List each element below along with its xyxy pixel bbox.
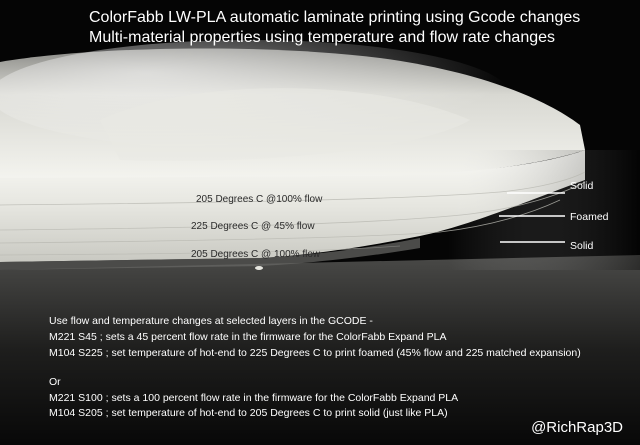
layer-label-top: 205 Degrees C @100% flow <box>196 194 323 205</box>
notes-solid-flow: M221 S100 ; sets a 100 percent flow rate… <box>49 392 459 404</box>
notes-or: Or <box>49 376 61 388</box>
bottom-edge <box>0 238 420 270</box>
layer-label-middle: 225 Degrees C @ 45% flow <box>191 221 315 232</box>
debris-speck <box>255 266 263 270</box>
layer-label-bottom: 205 Degrees C @ 100% flow <box>191 249 321 260</box>
title-line-1: ColorFabb LW-PLA automatic laminate prin… <box>89 9 581 26</box>
top-inner-ridge <box>100 88 470 161</box>
callout-solid-bottom: Solid <box>570 240 594 252</box>
notes-foamed-flow: M221 S45 ; sets a 45 percent flow rate i… <box>49 331 447 343</box>
title-line-2: Multi-material properties using temperat… <box>89 29 556 46</box>
credit-handle: @RichRap3D <box>531 419 623 436</box>
callout-solid-top: Solid <box>570 180 594 192</box>
notes-foamed-temp: M104 S225 ; set temperature of hot-end t… <box>49 347 581 359</box>
notes-intro: Use flow and temperature changes at sele… <box>49 315 373 327</box>
notes-solid-temp: M104 S205 ; set temperature of hot-end t… <box>49 407 448 419</box>
floor-surface <box>0 255 640 445</box>
callout-foamed: Foamed <box>570 211 609 223</box>
